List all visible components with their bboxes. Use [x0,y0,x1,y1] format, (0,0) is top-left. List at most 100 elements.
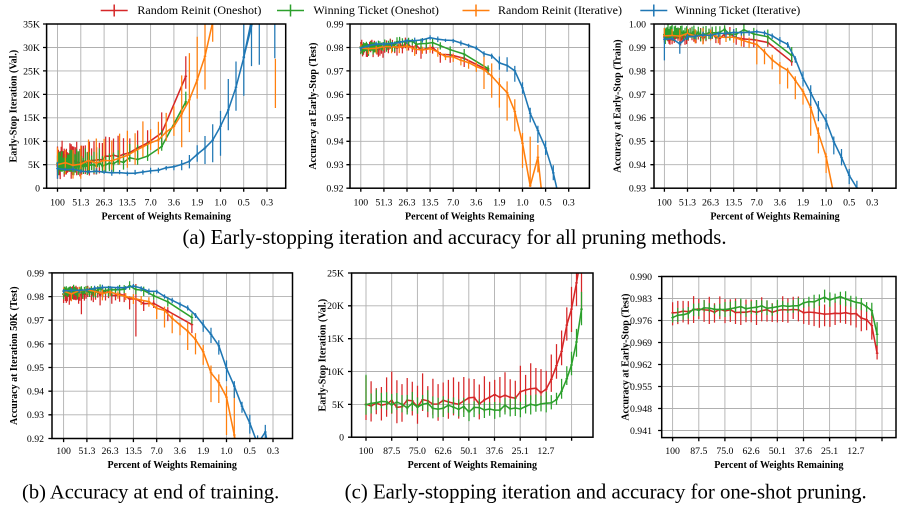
svg-text:13.5: 13.5 [125,446,142,457]
svg-text:100: 100 [665,446,680,457]
svg-text:0.3: 0.3 [563,198,575,209]
svg-text:25.1: 25.1 [512,446,529,457]
svg-text:0.93: 0.93 [27,410,44,421]
svg-text:Accuracy at Early-Stop (Train): Accuracy at Early-Stop (Train) [613,39,624,172]
svg-text:1.00: 1.00 [629,19,646,30]
svg-text:1.0: 1.0 [820,198,832,209]
svg-text:37.6: 37.6 [795,446,812,457]
svg-text:0.98: 0.98 [629,66,646,77]
svg-text:0.948: 0.948 [630,404,652,415]
svg-text:0.3: 0.3 [267,446,279,457]
svg-text:50.1: 50.1 [769,446,786,457]
svg-text:0.92: 0.92 [326,184,343,195]
svg-text:25K: 25K [327,268,344,279]
svg-text:Percent of Weights Remaining: Percent of Weights Remaining [102,212,231,223]
svg-text:100: 100 [56,446,71,457]
svg-text:7.0: 7.0 [151,446,163,457]
svg-text:87.5: 87.5 [690,446,707,457]
svg-text:100: 100 [657,198,672,209]
svg-text:0.96: 0.96 [326,90,343,101]
svg-text:0.97: 0.97 [27,316,44,327]
svg-text:(c) Early-stopping iteration a: (c) Early-stopping iteration and accurac… [345,480,867,503]
svg-text:0.95: 0.95 [27,363,44,374]
svg-text:Percent of Weights Remaining: Percent of Weights Remaining [408,460,537,471]
svg-text:1.9: 1.9 [197,446,209,457]
svg-text:Percent of Weights Remaining: Percent of Weights Remaining [405,212,534,223]
svg-text:1.0: 1.0 [214,198,226,209]
svg-text:75.0: 75.0 [409,446,426,457]
svg-text:0.976: 0.976 [630,316,652,327]
svg-text:0.3: 0.3 [261,198,273,209]
svg-text:(a) Early-stopping iteration a: (a) Early-stopping iteration and accurac… [182,227,726,249]
svg-text:20K: 20K [327,301,344,312]
svg-text:51.3: 51.3 [679,198,696,209]
svg-text:0: 0 [35,184,40,195]
svg-text:37.6: 37.6 [486,446,503,457]
svg-text:5K: 5K [332,400,344,411]
svg-text:75.0: 75.0 [716,446,733,457]
svg-text:5K: 5K [28,160,40,171]
svg-text:100: 100 [353,198,368,209]
svg-text:0.93: 0.93 [629,184,646,195]
svg-text:87.5: 87.5 [383,446,400,457]
svg-text:0.92: 0.92 [27,434,44,445]
svg-text:Percent of Weights Remaining: Percent of Weights Remaining [108,460,237,471]
svg-text:0.99: 0.99 [629,43,646,54]
svg-text:51.3: 51.3 [72,198,89,209]
svg-text:0.3: 0.3 [866,198,878,209]
svg-text:50.1: 50.1 [460,446,477,457]
svg-text:62.6: 62.6 [743,446,760,457]
svg-text:0.98: 0.98 [326,43,343,54]
svg-text:Percent of Weights Remaining: Percent of Weights Remaining [714,460,843,471]
svg-text:25.1: 25.1 [821,446,838,457]
svg-text:0.955: 0.955 [630,382,652,393]
svg-text:Random Reinit (Iterative): Random Reinit (Iterative) [498,3,622,17]
svg-text:51.3: 51.3 [375,198,392,209]
svg-text:0.5: 0.5 [539,198,551,209]
svg-text:30K: 30K [23,43,40,54]
svg-text:(b) Accuracy at end of trainin: (b) Accuracy at end of training. [22,481,279,503]
svg-text:0.5: 0.5 [244,446,256,457]
svg-text:12.7: 12.7 [847,446,864,457]
svg-text:Winning Ticket (Iterative): Winning Ticket (Iterative) [675,3,801,17]
svg-text:0.97: 0.97 [326,66,343,77]
svg-text:0.96: 0.96 [629,113,646,124]
svg-text:13.5: 13.5 [119,198,136,209]
svg-text:3.6: 3.6 [174,446,186,457]
svg-text:7.0: 7.0 [447,198,459,209]
svg-text:0.98: 0.98 [27,292,44,303]
svg-text:26.3: 26.3 [702,198,719,209]
svg-text:0.969: 0.969 [630,338,652,349]
svg-text:Accuracy at Iteration 50K (Tes: Accuracy at Iteration 50K (Test) [9,286,20,425]
svg-text:0.5: 0.5 [843,198,855,209]
svg-text:20K: 20K [23,90,40,101]
svg-text:0.94: 0.94 [629,160,646,171]
svg-text:7.0: 7.0 [751,198,763,209]
svg-text:Accuracy at Early-Stop (Test): Accuracy at Early-Stop (Test) [620,294,631,421]
svg-text:0.990: 0.990 [630,272,652,283]
svg-text:0.5: 0.5 [238,198,250,209]
svg-text:1.0: 1.0 [220,446,232,457]
svg-text:Winning Ticket (Oneshot): Winning Ticket (Oneshot) [313,3,439,17]
svg-text:0.95: 0.95 [326,113,343,124]
svg-text:10K: 10K [23,137,40,148]
svg-text:0: 0 [339,433,344,444]
svg-text:0.99: 0.99 [27,268,44,279]
svg-text:13.5: 13.5 [725,198,742,209]
svg-text:Percent of Weights Remaining: Percent of Weights Remaining [710,212,839,223]
svg-text:26.3: 26.3 [398,198,415,209]
svg-text:3.6: 3.6 [470,198,482,209]
svg-text:13.5: 13.5 [422,198,439,209]
svg-text:1.9: 1.9 [493,198,505,209]
svg-text:100: 100 [359,446,374,457]
svg-text:1.9: 1.9 [797,198,809,209]
svg-text:0.983: 0.983 [630,294,652,305]
svg-text:0.96: 0.96 [27,339,44,350]
svg-text:12.7: 12.7 [537,446,554,457]
svg-text:3.6: 3.6 [774,198,786,209]
svg-text:26.3: 26.3 [102,446,119,457]
svg-text:0.93: 0.93 [326,160,343,171]
svg-text:0.97: 0.97 [629,90,646,101]
svg-text:0.941: 0.941 [630,426,652,437]
svg-text:Early-Stop Iteration (Val.): Early-Stop Iteration (Val.) [318,299,329,412]
